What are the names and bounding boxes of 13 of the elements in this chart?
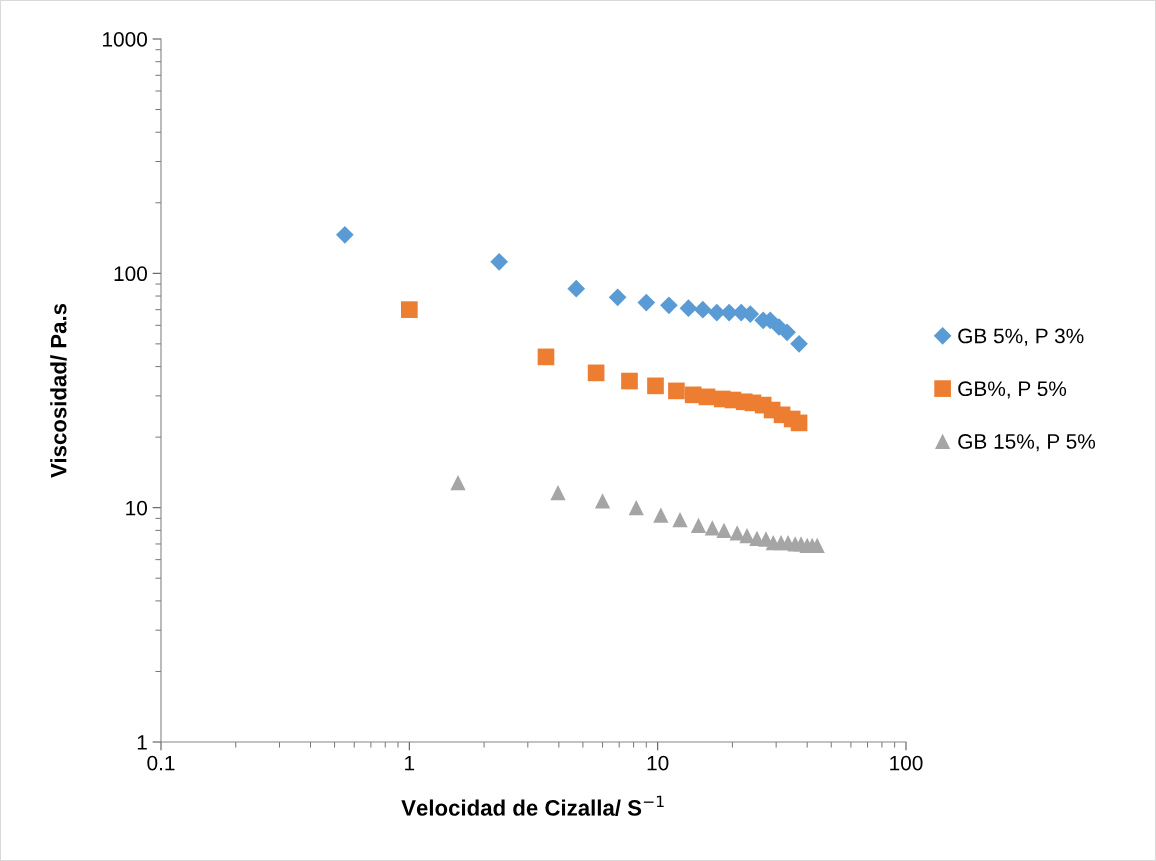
x-tick-label: 100 (890, 755, 923, 771)
y-axis-title: Viscosidad/ Pa.s (50, 303, 67, 478)
x-tick-label: 10 (647, 755, 669, 771)
y-tick-label: 1 (137, 735, 147, 750)
y-tick-label: 10 (126, 500, 147, 516)
legend-label: GB%, P 5% (958, 381, 1067, 399)
y-tick-label: 1000 (103, 32, 147, 47)
x-tick-label: 1 (405, 755, 415, 771)
x-axis-title: Velocidad de Cizalla/ S$^{−1}$ (401, 795, 664, 817)
legend-label: GB 5%, P 3% (958, 328, 1084, 346)
legend-label: GB 15%, P 5% (958, 434, 1096, 452)
x-tick-label: 0.1 (147, 755, 175, 771)
y-tick-label: 100 (114, 266, 147, 282)
